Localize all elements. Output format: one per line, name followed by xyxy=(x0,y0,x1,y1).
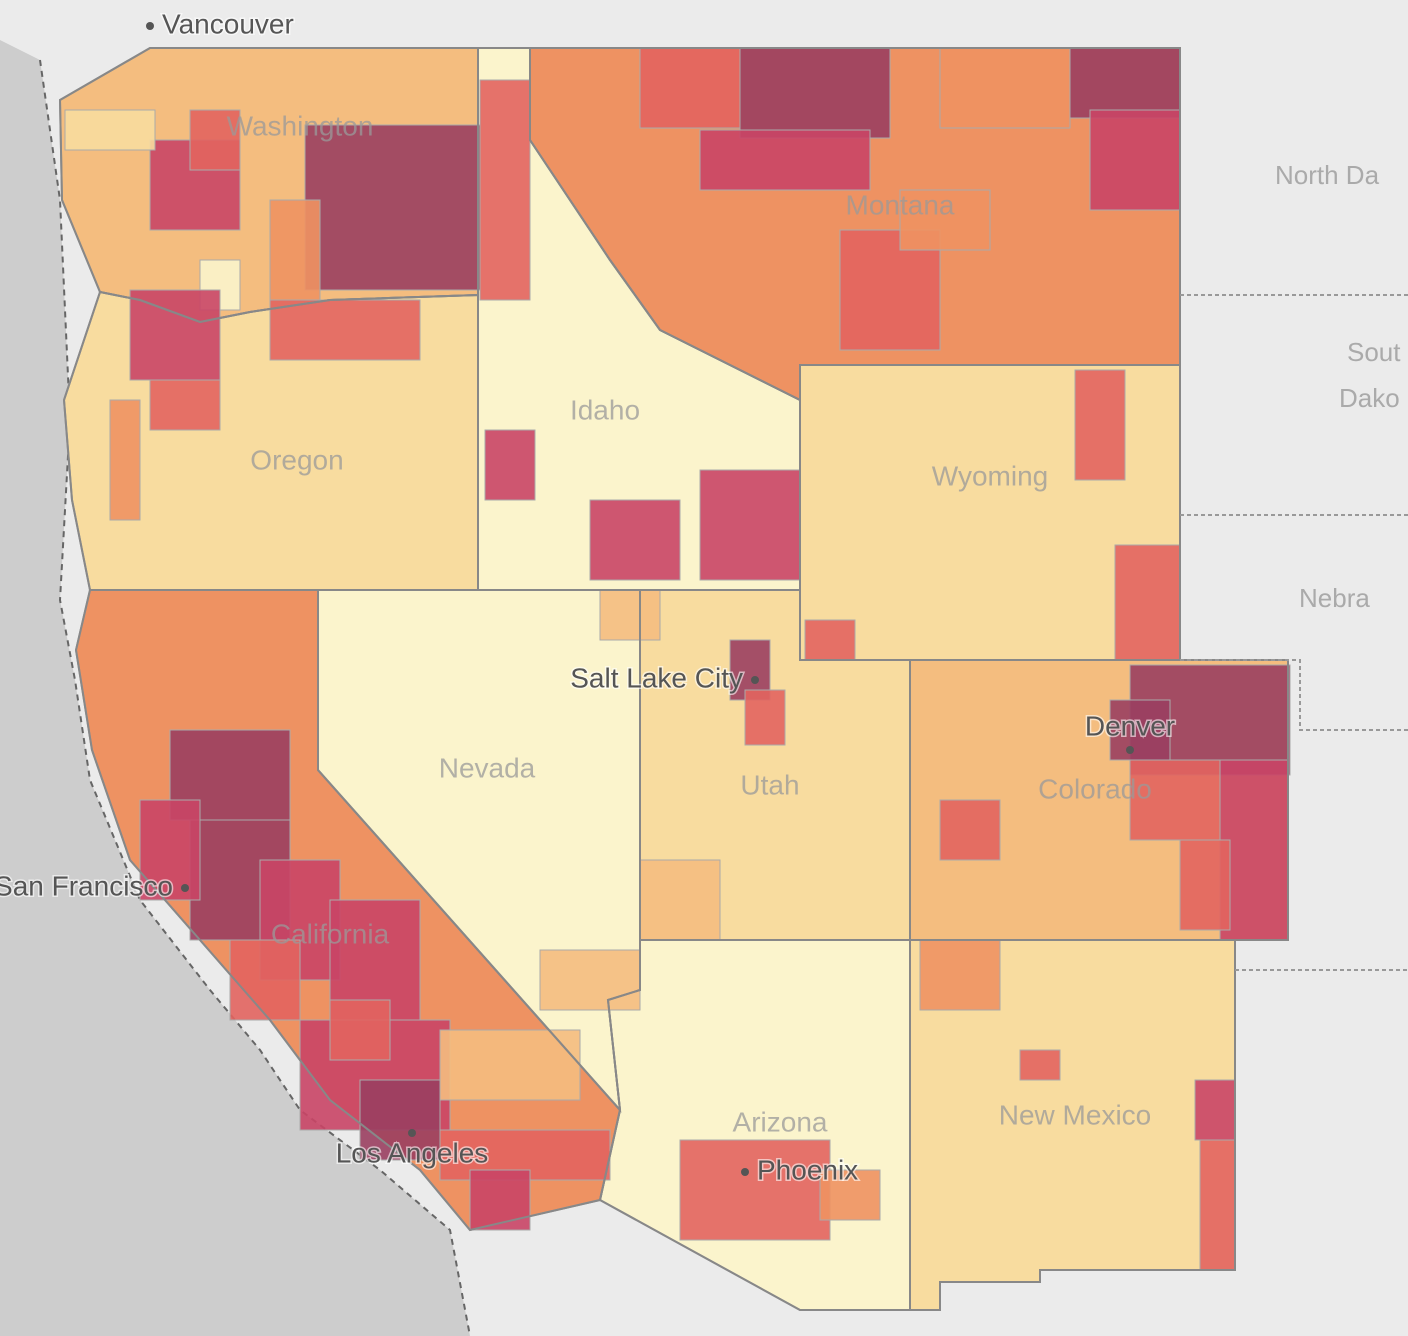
county xyxy=(899,189,991,251)
county xyxy=(679,1139,831,1241)
county xyxy=(479,79,531,301)
county xyxy=(149,379,221,431)
city-dot xyxy=(146,22,154,30)
state-border xyxy=(909,659,1289,941)
county xyxy=(919,939,1001,1011)
city-dot xyxy=(408,1129,416,1137)
county xyxy=(1089,109,1181,211)
county xyxy=(269,299,421,361)
county xyxy=(639,47,741,129)
county xyxy=(539,949,641,1011)
county xyxy=(1194,1079,1236,1141)
city-dot xyxy=(1126,746,1134,754)
state-label: Idaho xyxy=(570,394,640,425)
county xyxy=(699,469,801,581)
state-label: Montana xyxy=(846,189,955,220)
city-label: Vancouver xyxy=(162,8,294,39)
city-dot xyxy=(181,884,189,892)
county xyxy=(744,689,786,746)
county xyxy=(439,1029,581,1101)
neighbor-label: Sout xyxy=(1347,337,1401,367)
county xyxy=(1109,699,1171,761)
city-dot xyxy=(741,1168,749,1176)
county xyxy=(939,799,1001,861)
city-label: Los Angeles xyxy=(336,1137,489,1168)
neighbor-label: Nebra xyxy=(1299,583,1370,613)
county xyxy=(64,109,156,151)
state-border xyxy=(909,939,1236,1311)
county-layer xyxy=(58,47,1408,1311)
city-label: San Francisco xyxy=(0,870,173,901)
ocean xyxy=(0,40,470,1336)
city-dot xyxy=(751,676,759,684)
county xyxy=(1179,839,1231,931)
county xyxy=(939,47,1071,129)
county xyxy=(639,859,721,941)
county xyxy=(1199,1139,1236,1271)
county xyxy=(484,429,536,501)
neighbor-border xyxy=(1180,294,1408,971)
state-label: Nevada xyxy=(439,752,536,783)
county xyxy=(359,1079,441,1161)
county xyxy=(1114,544,1181,661)
neighbor-label: Dako xyxy=(1339,383,1400,413)
county xyxy=(469,1169,531,1231)
state-label: California xyxy=(271,918,390,949)
county xyxy=(1019,1049,1061,1081)
county xyxy=(229,939,301,1021)
county xyxy=(329,999,391,1061)
label-layer: Washington Montana Oregon Idaho Wyoming Nevad… xyxy=(0,7,1401,1187)
county xyxy=(1129,759,1221,841)
county xyxy=(189,109,241,171)
state-label: Oregon xyxy=(250,444,343,475)
state-label: New Mexico xyxy=(999,1099,1151,1130)
state-label: Wyoming xyxy=(932,460,1048,491)
county xyxy=(269,199,321,301)
city-label: Phoenix xyxy=(757,1154,858,1185)
county xyxy=(819,1169,881,1221)
city-label: Denver xyxy=(1085,710,1175,741)
state-label: Washington xyxy=(227,110,374,141)
county xyxy=(129,289,221,381)
county xyxy=(699,129,871,191)
county xyxy=(1074,369,1126,481)
city-label: Salt Lake City xyxy=(570,662,743,693)
state-label: Arizona xyxy=(733,1106,828,1137)
state-label: Utah xyxy=(740,769,799,800)
state-border xyxy=(529,47,1181,402)
county xyxy=(804,619,856,661)
county xyxy=(1069,47,1181,119)
county xyxy=(109,399,141,521)
county xyxy=(1219,759,1289,941)
county xyxy=(599,589,661,641)
county xyxy=(589,499,681,581)
state-label: Colorado xyxy=(1038,773,1152,804)
county xyxy=(739,47,891,139)
neighbor-label: North Da xyxy=(1275,160,1380,190)
county xyxy=(304,124,481,291)
